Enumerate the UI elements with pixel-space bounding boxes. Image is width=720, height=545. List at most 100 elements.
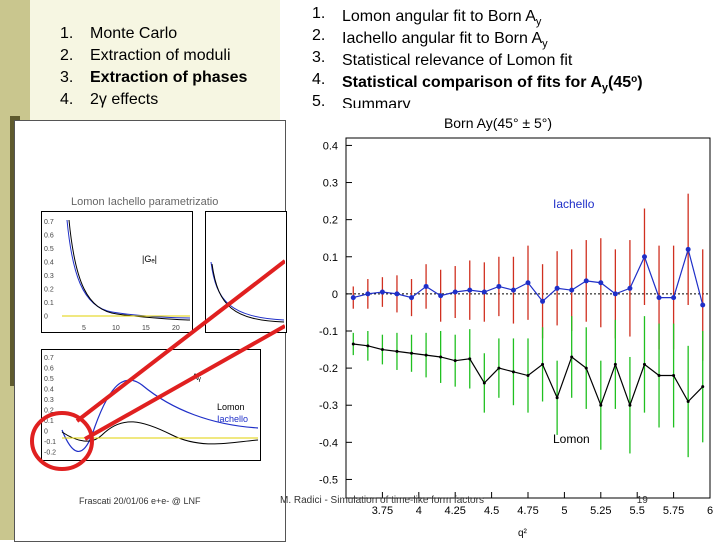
born-ay-chart: Born Ay(45° ± 5°) 0.4 0.3 0.2 0.1 0 -0.1 -0.2 -…	[288, 108, 720, 540]
tick-label: 0	[44, 314, 48, 321]
iachello-data-point	[583, 278, 589, 284]
iachello-data-point	[510, 287, 516, 293]
agenda-superscript: o	[631, 74, 638, 85]
lomon-data-point	[410, 351, 414, 355]
iachello-data-point	[394, 291, 400, 297]
tick-label: 0.6	[44, 233, 54, 240]
ay-plot-panel: 0.70.60.50.40.30.20.10-0.1-0.2 Aᵧ Lomon …	[41, 349, 261, 461]
tick-label: 0	[44, 429, 48, 436]
agenda-text-main: Iachello angular fit to Born A	[342, 30, 543, 47]
iachello-data-point	[656, 295, 662, 301]
lomon-legend: Lomon	[217, 402, 245, 412]
inner-slide-thumbnail: Lomon Iachello parametrizatio 0.7 0.6 0.5 0…	[14, 120, 287, 542]
iachello-data-point	[365, 291, 371, 297]
agenda-list-right: 1. Lomon angular fit to Born Ay 2. Iachello…	[312, 3, 643, 113]
agenda-text: Extraction of phases	[90, 69, 248, 86]
tick-label: 0.4	[44, 260, 54, 267]
y-tick-label: 0	[332, 289, 338, 301]
agenda-number: 4.	[60, 91, 74, 108]
tick-label: -0.1	[44, 439, 56, 446]
y-tick-label: -0.3	[319, 400, 338, 412]
agenda-text: Iachello angular fit to Born Ay	[342, 25, 548, 50]
lomon-data-point	[672, 374, 676, 378]
tick-label: 15	[142, 325, 150, 332]
lomon-data-point	[541, 362, 545, 366]
lomon-data-point	[526, 374, 530, 378]
inner-slide-footer: Frascati 20/01/06 e+e- @ LNF	[79, 496, 201, 506]
lomon-data-point	[570, 355, 574, 359]
ge-plot-panel: 0.7 0.6 0.5 0.4 0.3 0.2 0.1 0 |Gₑ| 5 10 15 20	[41, 211, 193, 333]
iachello-data-point	[671, 295, 677, 301]
lomon-data-point	[497, 366, 501, 370]
y-tick-label: -0.1	[319, 326, 338, 338]
lomon-data-point	[395, 349, 399, 353]
iachello-data-point	[525, 280, 531, 286]
agenda-text: Statistical comparison of fits for Ay(45…	[342, 69, 643, 94]
agenda-number: 3.	[312, 49, 326, 66]
tick-label: 0.2	[44, 287, 54, 294]
agenda-number: 3.	[60, 69, 74, 86]
iachello-data-point	[423, 283, 429, 289]
lomon-data-point	[468, 357, 472, 361]
agenda-text: Lomon angular fit to Born Ay	[342, 3, 542, 28]
agenda-right-item: 1. Lomon angular fit to Born Ay	[312, 3, 643, 28]
y-tick-label: -0.5	[319, 474, 338, 486]
iachello-data-point	[481, 289, 487, 295]
iachello-legend: Iachello	[217, 414, 248, 424]
x-tick-label: 5.75	[663, 505, 684, 517]
iachello-data-point	[700, 302, 706, 308]
agenda-subscript: y	[601, 82, 609, 94]
ge-label: |Gₑ|	[142, 254, 157, 264]
lomon-data-point	[424, 353, 428, 357]
tick-label: 0.5	[44, 376, 54, 383]
lomon-data-point	[351, 342, 355, 346]
highlight-annotation	[30, 259, 285, 471]
tick-label: 5	[82, 325, 86, 332]
agenda-number: 5.	[312, 93, 326, 110]
agenda-left-item: 3. Extraction of phases	[60, 67, 247, 89]
y-tick-label: 0.2	[323, 215, 338, 227]
lomon-data-point	[380, 348, 384, 352]
agenda-right-item: 2. Iachello angular fit to Born Ay	[312, 25, 643, 50]
x-tick-label: 3.75	[372, 505, 393, 517]
lomon-data-point	[511, 370, 515, 374]
tick-label: 0.7	[44, 219, 54, 226]
agenda-number: 2.	[60, 47, 74, 64]
tick-label: -0.2	[44, 450, 56, 457]
footer-text: M. Radici - Simulation of time-like form…	[280, 495, 484, 506]
lomon-data-point	[439, 355, 443, 359]
lomon-data-point	[657, 374, 661, 378]
agenda-left-item: 4. 2γ effects	[60, 89, 247, 111]
agenda-text-main: Statistical comparison of fits for A	[342, 74, 602, 91]
agenda-list-left: 1. Monte Carlo 2. Extraction of moduli 3. Ext…	[60, 23, 247, 111]
slide-footer: M. Radici - Simulation of time-like form…	[280, 495, 648, 506]
y-tick-label: 0.4	[323, 140, 338, 152]
iachello-data-point	[540, 298, 546, 304]
inner-slide-title: Lomon Iachello parametrizatio	[71, 196, 219, 208]
agenda-background	[30, 0, 280, 120]
agenda-right-item: 3. Statistical relevance of Lomon fit	[312, 47, 643, 69]
agenda-number: 1.	[312, 5, 326, 22]
lomon-data-point	[613, 362, 617, 366]
agenda-number: 4.	[312, 71, 326, 88]
agenda-text: 2γ effects	[90, 91, 159, 108]
y-tick-label: -0.2	[319, 363, 338, 375]
x-tick-label: 5.25	[590, 505, 611, 517]
lomon-data-point	[701, 385, 705, 389]
tick-label: 0.5	[44, 246, 54, 253]
ge-plot: 0.7 0.6 0.5 0.4 0.3 0.2 0.1 0 |Gₑ| 5 10 15 20	[44, 219, 191, 332]
agenda-subscript: y	[535, 16, 542, 28]
lomon-series-label: Lomon	[553, 432, 590, 446]
lomon-data-point	[453, 359, 457, 363]
iachello-series-label: Iachello	[553, 197, 595, 211]
iachello-data-point	[452, 289, 458, 295]
agenda-text: Extraction of moduli	[90, 47, 231, 64]
x-axis-label: q²	[518, 528, 528, 539]
lomon-data-point	[482, 381, 486, 385]
agenda-left-item: 1. Monte Carlo	[60, 23, 247, 45]
tick-label: 0.2	[44, 408, 54, 415]
agenda-text-mid: (45	[608, 74, 632, 91]
agenda-text-post: )	[637, 74, 643, 91]
tick-label: 0.1	[44, 418, 54, 425]
chart-title: Born Ay(45° ± 5°)	[444, 115, 552, 131]
